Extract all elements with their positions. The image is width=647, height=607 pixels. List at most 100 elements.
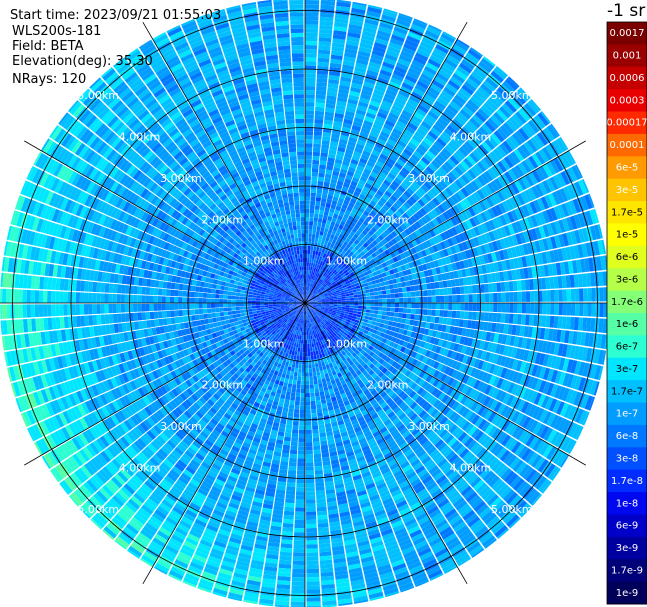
range-gate: [433, 369, 441, 379]
range-gate: [348, 269, 353, 274]
range-gate: [448, 295, 453, 303]
range-gate: [425, 222, 433, 231]
range-gate: [319, 29, 333, 35]
range-gate: [345, 309, 350, 313]
range-gate: [375, 278, 381, 284]
range-gate: [314, 391, 320, 397]
range-gate: [394, 65, 408, 75]
range-gate: [370, 306, 375, 310]
range-gate: [447, 197, 456, 207]
range-gate: [314, 465, 323, 471]
range-gate: [372, 329, 378, 335]
range-gate: [305, 294, 307, 299]
range-gate: [546, 368, 555, 382]
range-gate: [305, 57, 317, 62]
range-gate: [308, 233, 312, 238]
range-gate: [424, 29, 440, 40]
range-gate: [562, 303, 568, 316]
range-gate: [312, 290, 316, 294]
range-gate: [287, 383, 293, 388]
range-gate: [333, 30, 347, 36]
range-gate: [484, 312, 490, 322]
range-gate: [480, 211, 488, 223]
range-gate: [464, 346, 472, 356]
range-gate: [337, 295, 342, 298]
range-gate: [444, 366, 451, 375]
range-gate: [514, 348, 522, 360]
range-gate: [425, 276, 431, 284]
range-gate: [398, 358, 405, 365]
range-gate: [493, 67, 507, 80]
range-gate: [366, 193, 374, 200]
range-gate: [324, 173, 332, 179]
range-gate: [375, 362, 382, 369]
range-gate: [458, 62, 473, 74]
range-gate: [454, 179, 464, 190]
range-gate: [350, 128, 360, 136]
range-gate: [379, 268, 386, 274]
range-gate: [416, 210, 424, 219]
range-gate: [306, 327, 308, 332]
range-gate: [291, 433, 299, 438]
range-gate: [434, 316, 440, 324]
range-gate: [521, 416, 532, 429]
range-gate: [306, 507, 316, 512]
range-gate: [333, 26, 348, 32]
range-gate: [352, 74, 365, 82]
range-gate: [567, 405, 577, 420]
range-gate: [505, 198, 515, 211]
range-gate: [457, 344, 464, 353]
range-gate: [452, 204, 461, 215]
range-gate: [499, 323, 505, 334]
range-gate: [477, 432, 488, 444]
range-gate: [344, 195, 352, 202]
range-gate: [485, 362, 492, 373]
range-gate: [333, 317, 338, 322]
range-gate: [329, 305, 334, 308]
range-gate: [319, 294, 325, 298]
range-gate: [311, 307, 316, 311]
range-gate: [315, 201, 321, 206]
range-gate: [359, 256, 365, 262]
range-gate: [427, 211, 436, 220]
range-gate: [447, 263, 454, 272]
range-gate: [438, 36, 454, 47]
range-gate: [436, 354, 443, 363]
range-gate: [413, 279, 419, 286]
range-gate: [546, 412, 556, 427]
range-gate: [311, 289, 315, 294]
range-gate: [361, 276, 367, 281]
range-gate: [458, 363, 466, 373]
range-gate: [312, 306, 317, 309]
range-gate: [421, 277, 427, 284]
range-gate: [295, 359, 300, 365]
range-gate: [561, 247, 568, 261]
range-gate: [499, 143, 510, 156]
range-gate: [456, 90, 469, 102]
range-gate: [487, 182, 496, 194]
range-gate: [492, 365, 500, 376]
range-gate: [313, 217, 319, 223]
range-gate: [289, 449, 298, 455]
range-gate: [429, 275, 435, 283]
range-gate: [501, 334, 508, 345]
range-gate: [428, 351, 435, 359]
range-gate: [464, 102, 477, 114]
range-gate: [310, 262, 314, 267]
range-gate: [289, 453, 298, 459]
range-gate: [285, 498, 295, 504]
range-gate: [379, 153, 389, 161]
range-gate: [484, 409, 493, 421]
range-gate: [314, 286, 318, 291]
range-gate: [318, 256, 323, 261]
range-gate: [305, 217, 310, 222]
range-gate: [386, 298, 391, 303]
range-gate: [373, 325, 379, 331]
range-gate: [564, 330, 570, 344]
range-gate: [306, 286, 308, 291]
range-gate: [345, 300, 351, 303]
range-gate: [288, 379, 293, 384]
range-gate: [313, 457, 322, 463]
range-gate: [286, 387, 292, 392]
range-gate: [393, 220, 401, 228]
